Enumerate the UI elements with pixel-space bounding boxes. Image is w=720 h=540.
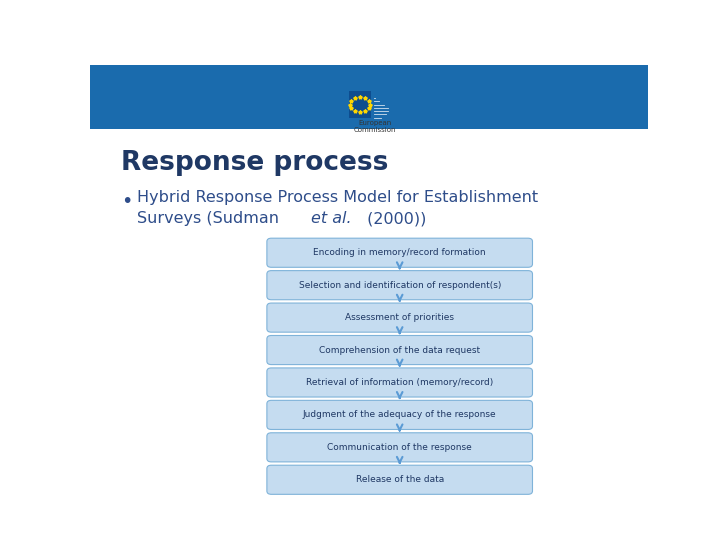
FancyBboxPatch shape [267, 271, 533, 300]
Text: Release of the data: Release of the data [356, 475, 444, 484]
Text: Selection and identification of respondent(s): Selection and identification of responde… [299, 281, 501, 289]
Bar [349, 91, 371, 118]
FancyBboxPatch shape [267, 303, 533, 332]
FancyBboxPatch shape [267, 433, 533, 462]
Text: Retrieval of information (memory/record): Retrieval of information (memory/record) [306, 378, 493, 387]
Text: •: • [121, 192, 132, 211]
Text: Response process: Response process [121, 150, 388, 176]
Text: Encoding in memory/record formation: Encoding in memory/record formation [313, 248, 486, 257]
Text: Judgment of the adequacy of the response: Judgment of the adequacy of the response [303, 410, 497, 420]
FancyBboxPatch shape [267, 400, 533, 429]
FancyBboxPatch shape [267, 368, 533, 397]
Text: Comprehension of the data request: Comprehension of the data request [319, 346, 480, 355]
Text: Assessment of priorities: Assessment of priorities [345, 313, 454, 322]
Text: Hybrid Response Process Model for Establishment: Hybrid Response Process Model for Establ… [138, 191, 539, 205]
Text: et al.: et al. [310, 211, 351, 226]
FancyBboxPatch shape [267, 465, 533, 494]
Text: Communication of the response: Communication of the response [328, 443, 472, 452]
Text: Surveys (Sudman: Surveys (Sudman [138, 211, 284, 226]
Bar [90, 65, 648, 129]
FancyBboxPatch shape [267, 335, 533, 364]
FancyBboxPatch shape [267, 238, 533, 267]
Text: (2000)): (2000)) [362, 211, 426, 226]
Text: European
Commission: European Commission [354, 120, 396, 133]
